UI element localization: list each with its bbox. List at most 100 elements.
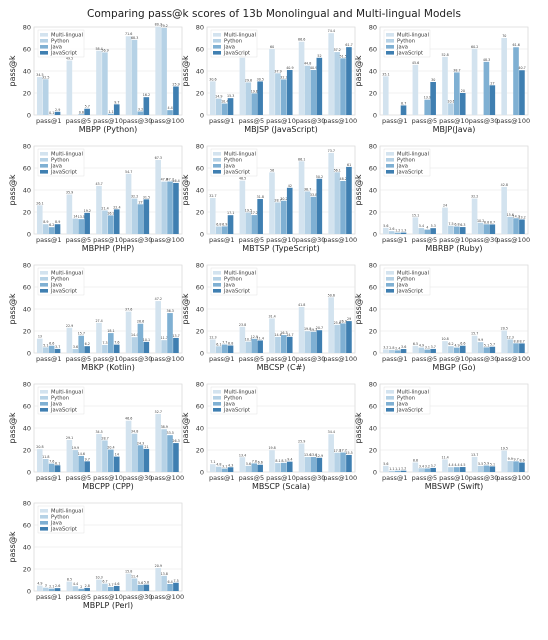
bar	[382, 465, 389, 472]
bar	[412, 345, 419, 353]
bar	[221, 344, 228, 353]
bar-value-label: 42	[288, 184, 292, 188]
x-tick-label: pass@5	[66, 593, 92, 601]
bar-value-label: 11.4	[131, 574, 138, 578]
legend-swatch	[213, 396, 221, 400]
x-tick-label: pass@100	[150, 474, 184, 482]
bar-value-label: 20.9	[155, 564, 162, 568]
bar-value-label: 34.8	[131, 430, 138, 434]
panel-title: MBSWP (Swift)	[425, 482, 484, 491]
legend-swatch	[386, 152, 394, 156]
chart-panel: 0 20 40 60 80 pass@k 135.1 6.63.7 pass@1 22.9 3.6 1…	[8, 261, 184, 372]
bar	[394, 470, 401, 472]
bar	[442, 56, 448, 115]
y-tick-label: 0	[200, 349, 204, 357]
y-axis-label: pass@k	[354, 174, 363, 205]
bar-value-label: 56.1	[334, 168, 341, 172]
legend-label: JavaScript	[223, 169, 250, 175]
bar-value-label: 4.9	[37, 582, 42, 586]
bar-value-label: 66.1	[298, 157, 305, 161]
y-tick-label: 0	[27, 587, 31, 595]
bar	[513, 343, 519, 353]
bar-value-label: 8.7	[490, 220, 495, 224]
bar-value-label: 15.7	[471, 332, 478, 336]
x-tick-label: pass@100	[496, 236, 530, 244]
bar-value-label: 32.2	[471, 195, 478, 199]
bar	[424, 468, 431, 472]
bar-value-label: 13.5	[78, 215, 85, 219]
x-tick-label: pass@5	[66, 117, 92, 125]
y-tick-label: 60	[369, 402, 377, 410]
bar-value-label: 52	[317, 54, 321, 58]
y-tick-label: 20	[23, 89, 31, 97]
bar-value-label: 32.3	[280, 75, 287, 79]
bar-value-label: 21.4	[101, 206, 108, 210]
bar	[102, 210, 108, 234]
y-tick-label: 0	[27, 230, 31, 238]
legend-label: Java	[50, 401, 62, 407]
legend-swatch	[40, 152, 48, 156]
legend-label: Python	[51, 395, 69, 401]
bar	[54, 348, 61, 353]
y-axis-label: pass@k	[181, 174, 190, 205]
bar	[113, 344, 120, 353]
bar-value-label: 10.3	[245, 338, 252, 342]
bar	[102, 583, 108, 591]
y-tick-label: 80	[369, 142, 377, 150]
bar	[108, 215, 114, 234]
panel-title: MBJP(Java)	[433, 125, 476, 134]
bar-value-label: 32.7	[209, 194, 216, 198]
bar	[483, 465, 490, 472]
bar	[519, 219, 525, 234]
y-tick-label: 40	[23, 67, 31, 75]
bar	[483, 61, 490, 115]
bar	[442, 341, 448, 353]
bar	[84, 587, 90, 591]
bar-value-label: 34.5	[36, 73, 43, 77]
bar-value-label: 26.3	[172, 439, 179, 443]
bar-value-label: 13.9	[424, 96, 431, 100]
bar	[298, 41, 305, 115]
legend-swatch	[40, 521, 48, 525]
bar-value-label: 71.6	[125, 32, 132, 36]
bar-value-label: 14.6	[78, 452, 85, 456]
bar-value-label: 8.3	[281, 459, 286, 463]
bar-value-label: 4.3	[228, 463, 233, 467]
bar	[36, 338, 43, 353]
x-tick-label: pass@100	[496, 474, 530, 482]
bar-value-label: 3.2	[383, 345, 388, 349]
y-axis-label: pass@k	[8, 412, 17, 443]
x-tick-label: pass@1	[36, 117, 62, 125]
x-tick-label: pass@100	[496, 117, 530, 125]
bar	[430, 348, 436, 353]
bar	[454, 347, 460, 353]
y-tick-label: 0	[200, 230, 204, 238]
x-tick-label: pass@10	[266, 117, 296, 125]
bar	[78, 219, 85, 234]
y-axis-label: pass@k	[181, 293, 190, 324]
bar-value-label: 3.6	[73, 345, 78, 349]
bar-value-label: 2	[80, 585, 82, 589]
bar	[448, 103, 454, 115]
bar-value-label: 10.1	[143, 338, 150, 342]
bar	[388, 470, 395, 472]
legend-swatch	[213, 402, 221, 406]
bar-value-label: 40.9	[310, 66, 317, 70]
y-tick-label: 80	[23, 261, 31, 269]
bar-value-label: 29	[347, 317, 351, 321]
panel-title: MBRBP (Ruby)	[425, 244, 482, 253]
bar-value-label: 10.6	[447, 99, 454, 103]
bar	[418, 347, 425, 353]
legend-swatch	[40, 51, 48, 55]
bar-value-label: 52.7	[155, 410, 162, 414]
legend-swatch	[40, 402, 48, 406]
bar	[477, 342, 484, 353]
legend-swatch	[213, 390, 221, 394]
panel-title: MBPP (Python)	[79, 125, 138, 134]
legend-label: Python	[224, 157, 242, 163]
bar	[328, 33, 334, 115]
x-tick-label: pass@100	[323, 474, 357, 482]
y-tick-label: 20	[369, 446, 377, 454]
chart-panel: 0 20 40 60 80 pass@k 20.8 11.87.6 6.1 pass@1 29.1 1…	[8, 380, 184, 491]
bar-value-label: 19.5	[501, 447, 508, 451]
